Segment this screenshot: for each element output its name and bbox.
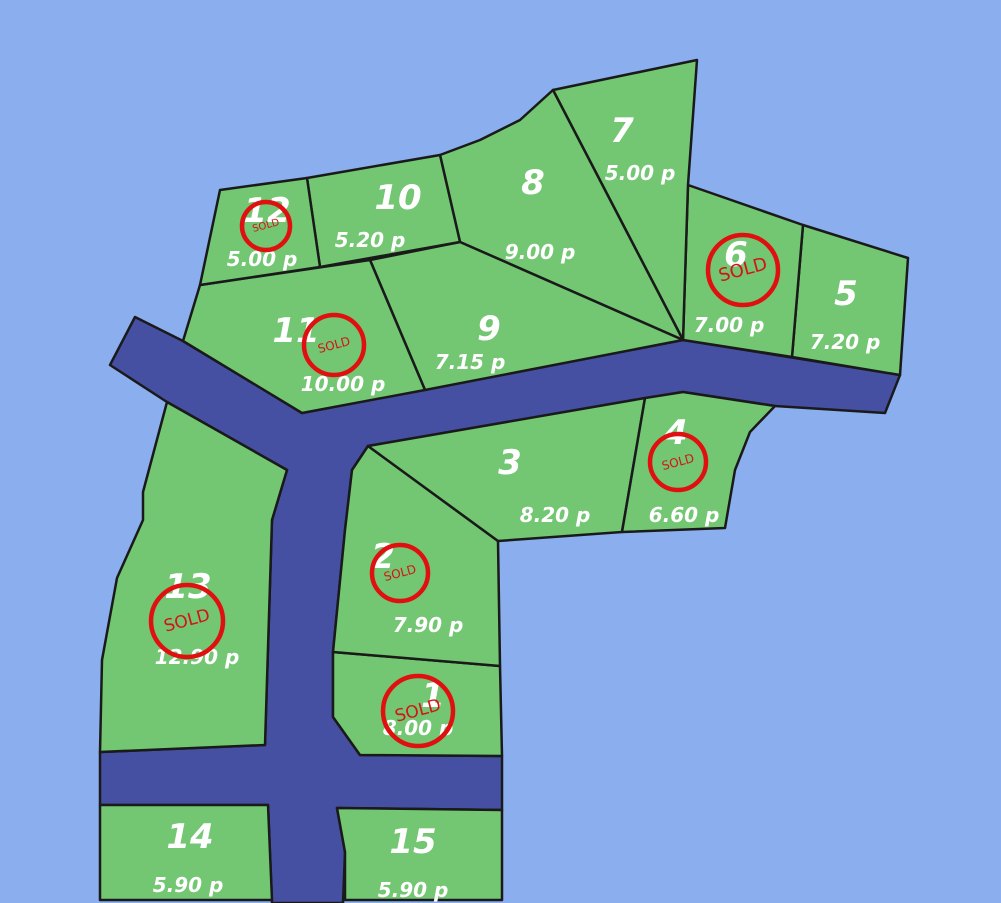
plot-12-area[interactable] <box>198 176 322 287</box>
plot-price: 8.20 p <box>520 503 591 527</box>
plot-number: 1 <box>421 676 445 716</box>
plot-price: 7.90 p <box>393 613 464 637</box>
plot-number: 5 <box>834 274 858 314</box>
plot-number: 6 <box>724 235 748 275</box>
plot-price: 5.00 p <box>605 161 676 185</box>
plot-5[interactable]: 5 7.20 p <box>790 223 910 377</box>
plot-price: 7.15 p <box>435 350 506 374</box>
plot-number: 14 <box>166 817 213 857</box>
plot-14[interactable]: 14 5.90 p <box>98 803 274 902</box>
sold-ring <box>369 542 431 604</box>
sold-ring <box>647 431 709 493</box>
plot-number: 3 <box>498 443 522 483</box>
plot-price: 7.00 p <box>694 313 765 337</box>
plot-price: 10.00 p <box>301 372 386 396</box>
plot-price: 9.00 p <box>505 240 576 264</box>
plot-number: 7 <box>610 111 634 151</box>
plot-8[interactable]: 8 9.00 p <box>438 88 685 342</box>
plot-14-area[interactable] <box>98 803 274 902</box>
plot-10[interactable]: 10 5.20 p <box>305 153 462 269</box>
sold-ring <box>148 582 226 660</box>
plot-number: 15 <box>389 822 436 862</box>
plot-15[interactable]: 15 5.90 p <box>335 806 504 902</box>
sold-stamp: SOLD <box>148 582 226 660</box>
plot-number: 10 <box>374 178 421 218</box>
plot-price: 5.90 p <box>153 873 224 897</box>
plot-number: 8 <box>521 163 545 203</box>
plot-number: 11 <box>272 311 319 351</box>
plot-price: 7.20 p <box>810 330 881 354</box>
sold-ring <box>380 673 456 749</box>
plot-price: 5.20 p <box>335 228 406 252</box>
plot-15-area[interactable] <box>335 806 504 902</box>
plot-price: 5.90 p <box>378 878 449 902</box>
plot-price: 6.60 p <box>649 503 720 527</box>
plot-13-area[interactable] <box>98 400 289 754</box>
plot-4-area[interactable] <box>620 390 777 534</box>
plot-number: 9 <box>477 309 501 349</box>
sold-ring <box>301 312 367 378</box>
sold-ring <box>239 199 293 253</box>
plot-7[interactable]: 7 5.00 p <box>551 58 699 342</box>
sold-ring <box>705 232 781 308</box>
